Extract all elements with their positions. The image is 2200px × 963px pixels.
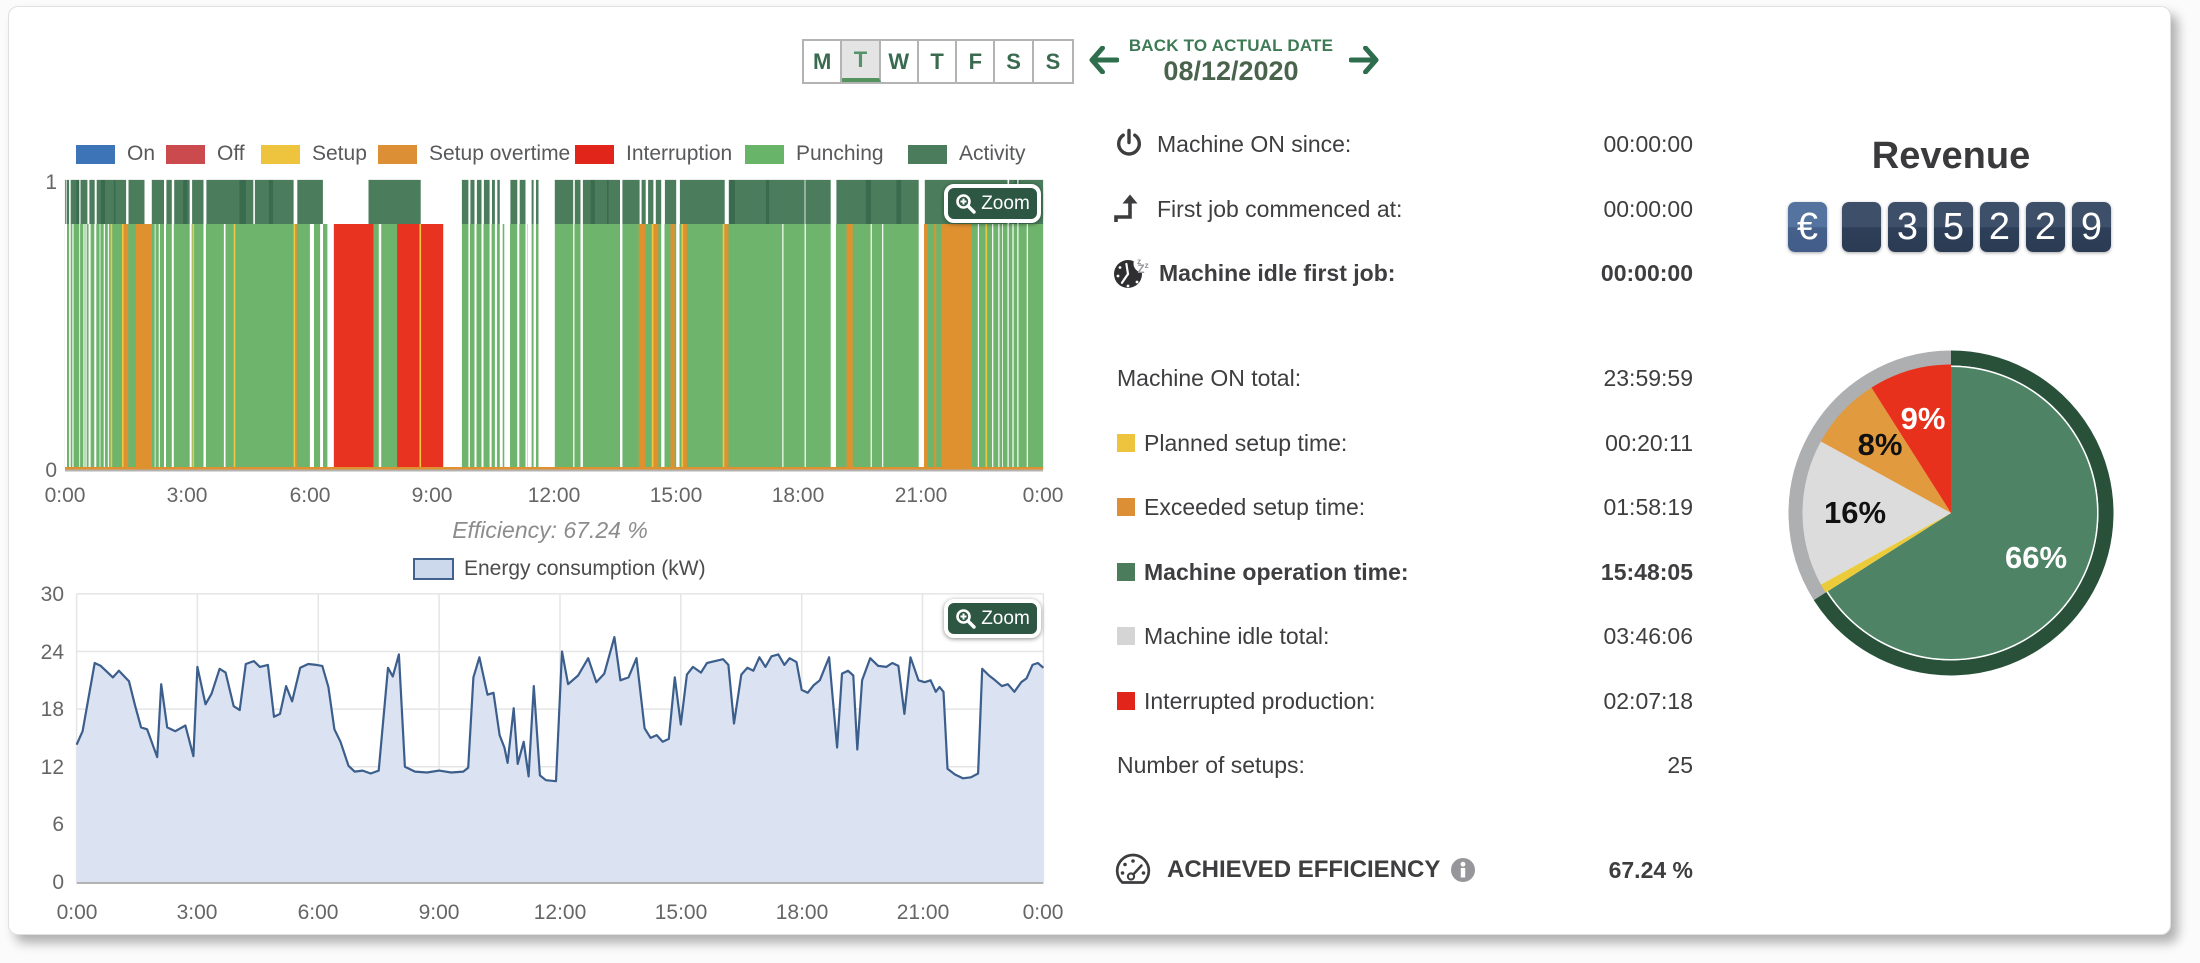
svg-text:0: 0 <box>52 871 64 894</box>
svg-text:3:00: 3:00 <box>167 484 208 507</box>
svg-text:66%: 66% <box>2005 540 2067 575</box>
svg-text:18:00: 18:00 <box>772 484 825 507</box>
svg-text:6: 6 <box>52 813 64 836</box>
svg-text:30: 30 <box>41 583 64 606</box>
svg-text:15:00: 15:00 <box>650 484 703 507</box>
svg-text:12:00: 12:00 <box>534 901 587 924</box>
svg-text:0: 0 <box>45 459 57 482</box>
svg-text:1: 1 <box>45 171 57 194</box>
svg-text:z: z <box>1145 260 1149 270</box>
svg-text:8%: 8% <box>1858 427 1903 462</box>
svg-text:9%: 9% <box>1901 401 1946 436</box>
svg-text:21:00: 21:00 <box>897 901 950 924</box>
svg-text:18: 18 <box>41 698 64 721</box>
svg-text:0:00: 0:00 <box>57 901 98 924</box>
svg-text:21:00: 21:00 <box>895 484 948 507</box>
svg-text:9:00: 9:00 <box>412 484 453 507</box>
svg-text:18:00: 18:00 <box>776 901 829 924</box>
svg-text:12: 12 <box>41 756 64 779</box>
svg-text:0:00: 0:00 <box>1023 484 1064 507</box>
svg-text:6:00: 6:00 <box>290 484 331 507</box>
svg-text:16%: 16% <box>1824 495 1886 530</box>
svg-text:12:00: 12:00 <box>528 484 581 507</box>
svg-text:9:00: 9:00 <box>419 901 460 924</box>
svg-text:Z: Z <box>1138 264 1145 276</box>
svg-text:z: z <box>1137 256 1141 266</box>
svg-text:0:00: 0:00 <box>1023 901 1064 924</box>
svg-text:24: 24 <box>41 641 65 664</box>
svg-text:15:00: 15:00 <box>655 901 708 924</box>
svg-text:6:00: 6:00 <box>298 901 339 924</box>
svg-text:0:00: 0:00 <box>45 484 86 507</box>
svg-text:3:00: 3:00 <box>177 901 218 924</box>
